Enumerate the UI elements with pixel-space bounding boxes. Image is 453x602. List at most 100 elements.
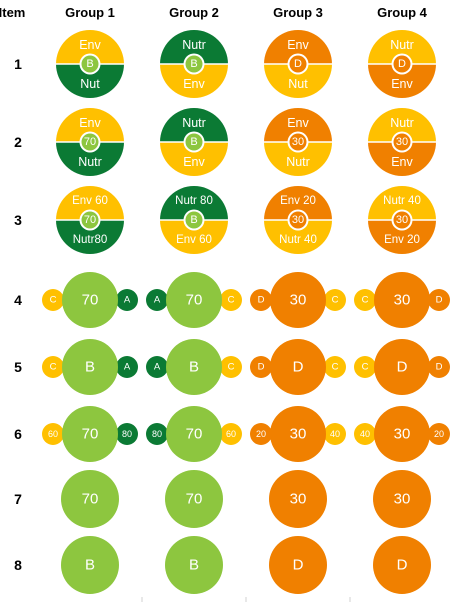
glyph-single: 70 (61, 470, 119, 528)
glyph-left-label: C (362, 295, 369, 306)
glyph-main-label: 70 (186, 426, 203, 443)
glyph-top-half (368, 30, 436, 64)
glyph-right-dot (428, 356, 450, 378)
glyph-left-dot (354, 289, 376, 311)
glyph-top-label: Env (287, 38, 309, 52)
glyph-left-dot (354, 423, 376, 445)
glyph-bottom-label: Nut (80, 77, 100, 91)
glyph-center-dot (81, 211, 99, 229)
glyph-trio: A C 70 (146, 272, 242, 328)
glyph-top-half (56, 30, 124, 64)
glyph-right-label: C (332, 362, 339, 373)
glyph-center-dot (289, 133, 307, 151)
glyph-center-dot (289, 55, 307, 73)
glyph-center-dot (81, 55, 99, 73)
glyph-top-half (160, 108, 228, 142)
glyph-right-dot (428, 289, 450, 311)
glyph-trio: 80 60 70 (146, 406, 242, 462)
glyph-main-circle (166, 339, 222, 395)
glyph-bottom-half (56, 220, 124, 254)
row-5: 5 C A B A C B D C D C D D (14, 339, 450, 395)
glyph-main-label: 30 (394, 292, 411, 309)
glyph-main-circle (166, 406, 222, 462)
glyph-main-circle (270, 339, 326, 395)
glyph-top-label: Env (79, 38, 101, 52)
glyph-left-label: 80 (152, 429, 162, 439)
glyph-bottom-half (56, 64, 124, 98)
glyph-center-label: 30 (292, 136, 304, 148)
glyph-main-label: 70 (82, 292, 99, 309)
glyph-main-circle (62, 406, 118, 462)
glyph-single: 30 (373, 470, 431, 528)
glyph-right-dot (220, 356, 242, 378)
glyph-main-label: 30 (290, 426, 307, 443)
glyph-bottom-half (264, 220, 332, 254)
glyph-main-circle (62, 339, 118, 395)
glyph-trio: D C 30 (250, 272, 346, 328)
glyph-top-half (264, 108, 332, 142)
header-group-4: Group 4 (377, 5, 428, 20)
glyph-right-dot (116, 289, 138, 311)
glyph-left-dot (146, 423, 168, 445)
glyph-right-dot (116, 423, 138, 445)
glyph-trio: 60 80 70 (42, 406, 138, 462)
header-item: Item (0, 5, 25, 20)
glyph-bottom-label: Env (183, 77, 205, 91)
glyph-main-circle (270, 272, 326, 328)
glyph-trio: D CD (250, 339, 346, 395)
glyph-main-label: B (85, 359, 95, 376)
glyph-main-circle (374, 339, 430, 395)
glyph-top-half (264, 30, 332, 64)
glyph-bottom-half (368, 142, 436, 176)
glyph-bottom-label: Nutr (286, 155, 310, 169)
glyph-top-half (368, 186, 436, 220)
row-6: 6 60 80 70 80 60 70 20 40 30 40 20 30 (14, 406, 450, 462)
glyph-single: B (165, 536, 223, 594)
glyph-right-label: 60 (226, 429, 236, 439)
glyph-right-dot (324, 423, 346, 445)
glyph-bottom-label: Nutr 40 (279, 234, 317, 246)
glyph-main-label: 30 (394, 491, 411, 508)
glyph-left-dot (42, 356, 64, 378)
row-2: 2 Env Nutr 70 Nutr Env B Env Nutr 30 Nutr Env 30 (14, 108, 436, 176)
glyph-left-label: D (258, 362, 265, 373)
glyph-right-dot (220, 289, 242, 311)
glyph-bottom-label: Env (183, 155, 205, 169)
glyph-right-dot (324, 289, 346, 311)
glyph-single: D (269, 536, 327, 594)
glyph-bottom-label: Env (391, 155, 413, 169)
glyph-bottom-half (160, 220, 228, 254)
glyph-center-label: B (86, 58, 93, 70)
glyph-split: Nutr Env B (160, 108, 228, 176)
glyph-left-label: A (154, 362, 161, 373)
glyph-trio: C D 30 (354, 272, 450, 328)
glyph-bottom-label: Nutr80 (73, 234, 108, 246)
row-1: 1 Env Nut B Nutr Env B Env Nut D Nutr Env D (14, 30, 436, 98)
glyph-main-circle (374, 272, 430, 328)
glyph-center-label: D (294, 58, 302, 70)
glyph-center-label: B (190, 58, 197, 70)
glyph-main-circle (269, 536, 327, 594)
glyph-center-label: 30 (396, 214, 408, 226)
glyph-bottom-half (56, 142, 124, 176)
column-dividers (141, 597, 351, 602)
glyph-split: Nutr Env B (160, 30, 228, 98)
glyph-center-dot (393, 133, 411, 151)
glyph-bottom-label: Env (391, 77, 413, 91)
glyph-center-label: D (398, 58, 406, 70)
glyph-main-label: 30 (290, 292, 307, 309)
glyph-top-label: Nutr (182, 38, 206, 52)
glyph-single: 70 (165, 470, 223, 528)
glyph-top-label: Nutr (390, 38, 414, 52)
glyph-left-label: 20 (256, 429, 266, 439)
glyph-right-dot (324, 356, 346, 378)
glyph-bottom-label: Nut (288, 77, 308, 91)
glyph-main-circle (269, 470, 327, 528)
glyph-bottom-half (160, 64, 228, 98)
glyph-center-dot (393, 211, 411, 229)
glyph-left-label: D (258, 295, 265, 306)
glyph-main-circle (61, 536, 119, 594)
glyph-left-dot (146, 356, 168, 378)
